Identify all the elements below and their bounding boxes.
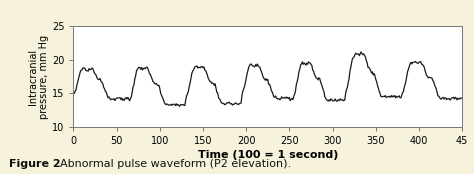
Y-axis label: Intracranial
pressure, mm Hg: Intracranial pressure, mm Hg: [27, 34, 49, 119]
Text: Abnormal pulse waveform (P2 elevation).: Abnormal pulse waveform (P2 elevation).: [53, 159, 291, 169]
X-axis label: Time (100 = 1 second): Time (100 = 1 second): [198, 150, 338, 160]
Text: Figure 2: Figure 2: [9, 159, 61, 169]
